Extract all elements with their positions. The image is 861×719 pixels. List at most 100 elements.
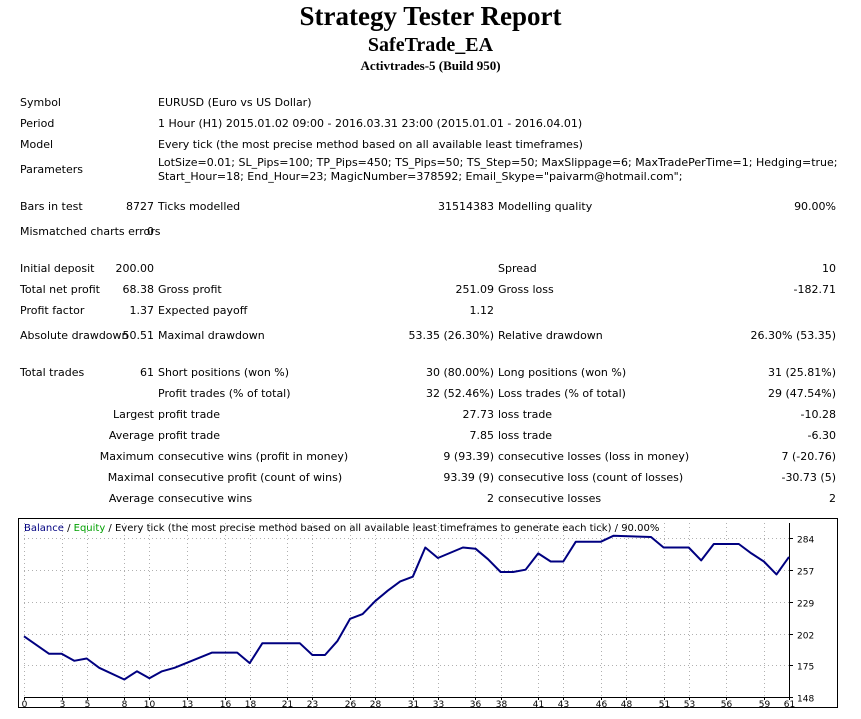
avg-cw-label: consecutive wins [158, 491, 253, 505]
largest-loss-label: loss trade [498, 407, 553, 421]
short-label: Short positions (won %) [158, 365, 290, 379]
y-tick-label: 175 [797, 663, 814, 673]
x-tick-label: 13 [182, 700, 193, 707]
x-tick-label: 59 [759, 700, 771, 707]
max-cw-value: 9 (93.39) [443, 449, 494, 463]
y-tick-label: 284 [797, 536, 814, 546]
x-tick-label: 21 [282, 700, 293, 707]
ptrades-label: Profit trades (% of total) [158, 386, 291, 400]
quality-value: 90.00% [794, 199, 837, 213]
period-label: Period [20, 116, 55, 130]
reldd-label: Relative drawdown [498, 329, 603, 342]
maximal-cl-value: -30.73 (5) [781, 470, 837, 484]
parameters-line-2: Start_Hour=18; End_Hour=23; MagicNumber=… [158, 170, 683, 183]
series-line-balance [23, 534, 790, 681]
row-parameters: Parameters LotSize=0.01; SL_Pips=100; TP… [18, 155, 838, 185]
long-label: Long positions (won %) [498, 365, 627, 379]
pf-value: 1.37 [129, 303, 155, 317]
ticks-value: 31514383 [438, 199, 494, 213]
x-tick-label: 8 [122, 700, 128, 707]
x-tick-label: 33 [433, 700, 444, 707]
x-tick-label: 53 [684, 700, 695, 707]
server-build: Activtrades-5 (Build 950) [360, 58, 501, 73]
x-tick-label: 18 [245, 700, 257, 707]
row-largest: Largest profit trade 27.73 loss trade -1… [18, 404, 838, 425]
grossprofit-label: Gross profit [158, 282, 222, 296]
max-cl-label: consecutive losses (loss in money) [498, 449, 690, 463]
payoff-value: 1.12 [469, 303, 495, 317]
x-tick-label: 61 [784, 700, 795, 707]
avg-loss-label: loss trade [498, 428, 553, 442]
x-tick-label: 51 [659, 700, 670, 707]
row-average-consecutive: Average consecutive wins 2 consecutive l… [18, 488, 838, 509]
trades-value: 61 [140, 365, 154, 379]
x-tick-label: 26 [345, 700, 357, 707]
x-tick-label: 31 [408, 700, 419, 707]
max-cw-label: consecutive wins (profit in money) [158, 449, 349, 463]
report-table: Symbol EURUSD (Euro vs US Dollar) Period… [18, 92, 838, 509]
model-label: Model [20, 137, 54, 151]
caption-sep: / [63, 523, 74, 534]
parameters-line-1: LotSize=0.01; SL_Pips=100; TP_Pips=450; … [158, 156, 838, 169]
x-tick-label: 23 [307, 700, 318, 707]
row-maximum: Maximum consecutive wins (profit in mone… [18, 446, 838, 467]
caption-equity: Equity [73, 523, 106, 534]
avg-cw-value: 2 [487, 491, 494, 505]
period-value: 1 Hour (H1) 2015.01.02 09:00 - 2016.03.3… [158, 116, 583, 130]
largest-profit-label: profit trade [158, 407, 221, 421]
ptrades-value: 32 (52.46%) [425, 386, 494, 400]
row-bars: Bars in test 8727 Ticks modelled 3151438… [18, 196, 838, 217]
symbol-value: EURUSD (Euro vs US Dollar) [158, 95, 312, 109]
grossloss-value: -182.71 [793, 282, 837, 296]
model-value: Every tick (the most precise method base… [158, 137, 583, 151]
mismatch-label: Mismatched charts errors [20, 225, 161, 238]
avg-cl-label: consecutive losses [498, 491, 602, 505]
deposit-label: Initial deposit [20, 261, 95, 275]
average-label: Average [108, 428, 154, 442]
row-average: Average profit trade 7.85 loss trade -6.… [18, 425, 838, 446]
report-title: Strategy Tester Report [299, 1, 562, 31]
avg-profit-label: profit trade [158, 428, 221, 442]
max-cl-value: 7 (-20.76) [781, 449, 837, 463]
chart-caption: Balance / Equity / Every tick (the most … [24, 523, 659, 535]
grossprofit-value: 251.09 [455, 282, 495, 296]
spread-label: Spread [498, 261, 537, 275]
y-tick-label: 202 [797, 632, 814, 642]
x-tick-label: 16 [220, 700, 232, 707]
quality-label: Modelling quality [498, 199, 593, 213]
y-tick-label: 257 [797, 568, 814, 578]
avg-loss-value: -6.30 [807, 428, 837, 442]
maxdd-label: Maximal drawdown [158, 329, 265, 342]
trades-label: Total trades [20, 365, 85, 379]
row-model: Model Every tick (the most precise metho… [18, 134, 838, 155]
x-tick-label: 38 [496, 700, 508, 707]
avg-profit-value: 7.85 [469, 428, 495, 442]
absdd-label: Absolute drawdown [20, 329, 129, 342]
row-profitfactor: Profit factor 1.37 Expected payoff 1.12 [18, 300, 838, 321]
maximal-cp-value: 93.39 (9) [443, 470, 494, 484]
maxdd-value: 53.35 (26.30%) [408, 329, 494, 342]
x-tick-label: 46 [596, 700, 608, 707]
short-value: 30 (80.00%) [425, 365, 494, 379]
maximal-label: Maximal [107, 470, 154, 484]
netprofit-value: 68.38 [122, 282, 155, 296]
ea-name: SafeTrade_EA [367, 34, 494, 56]
row-symbol: Symbol EURUSD (Euro vs US Dollar) [18, 92, 838, 113]
maximal-cp-label: consecutive profit (count of wins) [158, 470, 343, 484]
maximal-cl-label: consecutive loss (count of losses) [498, 470, 684, 484]
x-tick-label: 28 [370, 700, 382, 707]
row-deposit: Initial deposit 200.00 Spread 10 [18, 258, 838, 279]
average2-label: Average [108, 491, 154, 505]
balance-chart: 148 175 202 229 257 284 0 3 5 8 10 13 16 18 21 23 26 28 31… [18, 518, 838, 708]
row-mismatch: Mismatched charts errors 0 [18, 217, 838, 247]
pf-label: Profit factor [20, 303, 85, 317]
caption-balance: Balance [24, 523, 64, 534]
y-tick-label: 229 [797, 600, 814, 610]
largest-profit-value: 27.73 [462, 407, 495, 421]
reldd-value: 26.30% (53.35) [750, 329, 837, 342]
bars-label: Bars in test [20, 199, 83, 213]
ltrades-label: Loss trades (% of total) [498, 386, 626, 400]
avg-cl-value: 2 [829, 491, 837, 505]
row-period: Period 1 Hour (H1) 2015.01.02 09:00 - 20… [18, 113, 838, 134]
deposit-value: 200.00 [115, 261, 155, 275]
